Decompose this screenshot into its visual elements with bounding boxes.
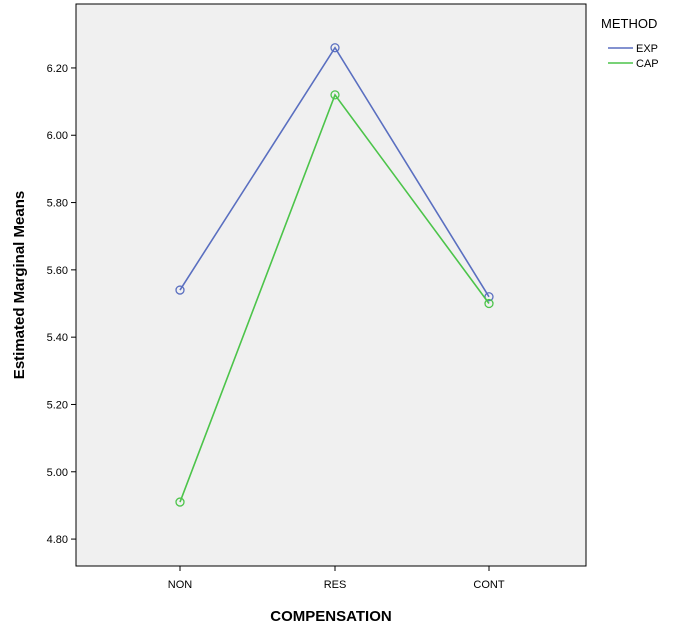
y-tick-label: 5.60 <box>47 265 68 277</box>
data-point-cap <box>175 497 185 507</box>
x-tick-label: RES <box>324 579 347 591</box>
x-tick-label: CONT <box>473 579 504 591</box>
legend-label-exp: EXP <box>636 43 658 55</box>
series-line-cap <box>179 93 490 503</box>
legend-label-cap: CAP <box>636 58 659 70</box>
y-tick-label: 5.00 <box>47 467 68 479</box>
data-point-exp <box>175 285 185 295</box>
y-tick-label: 5.40 <box>47 332 68 344</box>
data-point-cap <box>484 298 494 309</box>
legend-title: METHOD <box>601 16 657 31</box>
x-tick-label: NON <box>168 579 193 591</box>
y-tick-label: 6.00 <box>47 130 68 142</box>
series-layer <box>175 43 494 507</box>
x-axis-label: COMPENSATION <box>270 608 391 625</box>
y-tick-label: 6.20 <box>47 63 68 75</box>
series-line-exp <box>179 46 490 298</box>
y-axis: 4.80 5.00 5.20 5.40 5.60 5.80 6.00 6.20 <box>47 63 76 546</box>
x-axis: NON RES CONT <box>168 566 505 591</box>
plot-area <box>75 3 587 567</box>
legend: METHOD EXP CAP <box>601 16 659 70</box>
y-tick-label: 4.80 <box>47 534 68 546</box>
y-axis-label: Estimated Marginal Means <box>11 191 28 379</box>
data-point-exp <box>330 43 340 53</box>
y-tick-label: 5.80 <box>47 198 68 210</box>
data-point-cap <box>330 90 340 100</box>
y-tick-label: 5.20 <box>47 399 68 411</box>
